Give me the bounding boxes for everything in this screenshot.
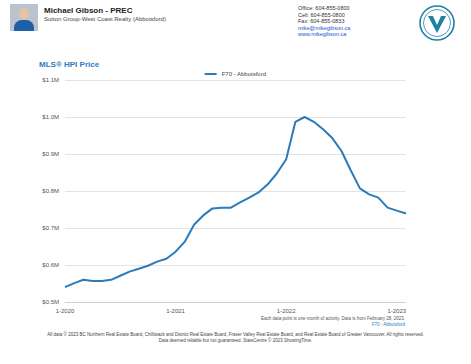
svg-text:1-2023: 1-2023 (387, 308, 406, 314)
svg-text:$0.8M: $0.8M (42, 188, 59, 194)
html-text:www.mikegibson.ca: www.mikegibson.ca (298, 31, 347, 38)
svg-text:MLS® HPI Price: MLS® HPI Price (39, 60, 100, 69)
svg-text:$1.0M: $1.0M (42, 114, 59, 120)
html-text:Michael Gibson - PREC: Michael Gibson - PREC (44, 6, 133, 15)
svg-text:F70 - Abbotsford: F70 - Abbotsford (222, 71, 266, 77)
html-text:Cell: 604-855-0800: Cell: 604-855-0800 (298, 11, 345, 18)
svg-text:$0.9M: $0.9M (42, 151, 59, 157)
svg-text:$0.5M: $0.5M (42, 299, 59, 305)
svg-text:1-2022: 1-2022 (277, 308, 296, 314)
html-text:Fax: 604-855-0833: Fax: 604-855-0833 (298, 18, 345, 25)
html-text:mike@mikegibson.ca: mike@mikegibson.ca (298, 24, 351, 31)
svg-text:$0.6M: $0.6M (42, 262, 59, 268)
svg-text:1-2021: 1-2021 (166, 308, 185, 314)
html-text:Each data point is one month o: Each data point is one month of activity… (261, 316, 405, 321)
html-text:Data deemed reliable but not g: Data deemed reliable but not guaranteed.… (158, 337, 313, 343)
svg-text:1-2020: 1-2020 (56, 308, 75, 314)
html-text:F70 - Abbotsford: F70 - Abbotsford (371, 322, 405, 327)
html-text:Office: 604-855-0800: Office: 604-855-0800 (298, 5, 350, 11)
svg-text:$0.7M: $0.7M (42, 225, 59, 231)
html-text:Sutton Group-West Coast Realty: Sutton Group-West Coast Realty (Abbotsfo… (44, 16, 166, 22)
html-text:All data © 2023 BC Northern Re: All data © 2023 BC Northern Real Estate … (47, 332, 424, 337)
svg-text:$1.1M: $1.1M (42, 77, 59, 83)
